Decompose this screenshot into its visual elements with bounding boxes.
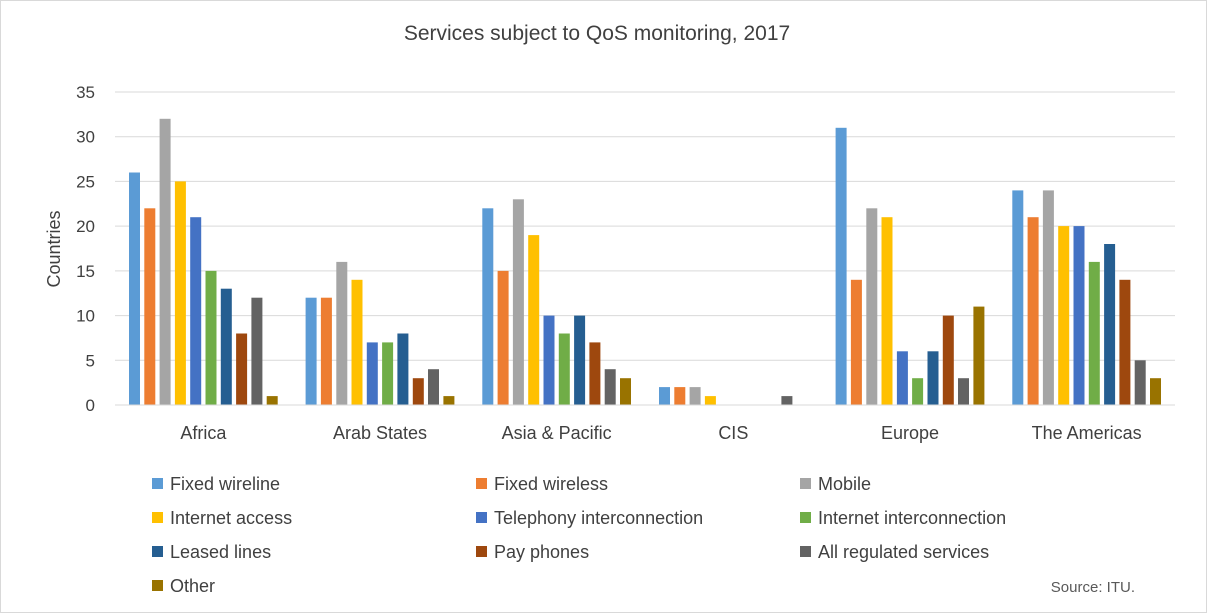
- bar: [428, 369, 439, 405]
- bar: [927, 351, 939, 405]
- bar: [1088, 261, 1100, 405]
- y-tick-label: 0: [86, 396, 95, 415]
- bar: [912, 378, 924, 405]
- y-tick-label: 5: [86, 351, 95, 370]
- legend-swatch: [152, 512, 163, 523]
- bar: [589, 342, 601, 405]
- legend-label: Internet access: [170, 508, 292, 528]
- y-axis-label: Countries: [44, 210, 64, 287]
- legend-swatch: [152, 546, 163, 557]
- bar: [543, 315, 555, 405]
- y-axis-ticks: 0 5 10 15 20 25 30 35: [76, 83, 95, 415]
- bar: [528, 235, 540, 405]
- x-category-label: The Americas: [1032, 423, 1142, 443]
- bar: [1073, 226, 1085, 405]
- bar: [1104, 244, 1116, 405]
- legend-swatch: [476, 478, 487, 489]
- bar: [604, 369, 616, 405]
- legend-label: Fixed wireline: [170, 474, 280, 494]
- bar: [397, 333, 409, 405]
- bar: [190, 217, 202, 405]
- bar: [574, 315, 586, 405]
- legend-label: Leased lines: [170, 542, 271, 562]
- legend-swatch: [800, 546, 811, 557]
- bar: [689, 387, 701, 405]
- chart-title: Services subject to QoS monitoring, 2017: [404, 22, 790, 45]
- bar: [850, 279, 862, 405]
- bar: [305, 297, 317, 405]
- bar: [1058, 226, 1070, 405]
- bar: [443, 396, 455, 405]
- x-category-label: Asia & Pacific: [502, 423, 612, 443]
- legend-label: Internet interconnection: [818, 508, 1006, 528]
- legend-swatch: [476, 512, 487, 523]
- bar: [659, 387, 670, 405]
- bar: [336, 261, 348, 405]
- x-category-label: Europe: [881, 423, 939, 443]
- bar: [512, 199, 524, 405]
- legend-label: All regulated services: [818, 542, 989, 562]
- bar: [558, 333, 570, 405]
- legend-swatch: [152, 478, 163, 489]
- bar: [144, 208, 156, 405]
- bar: [704, 396, 716, 405]
- bar: [482, 208, 494, 405]
- legend-label: Mobile: [818, 474, 871, 494]
- y-tick-label: 35: [76, 83, 95, 102]
- source-note: Source: ITU.: [1051, 579, 1135, 596]
- bar: [781, 396, 793, 405]
- x-category-label: CIS: [718, 423, 748, 443]
- bar: [835, 127, 847, 406]
- bar: [382, 342, 394, 405]
- bars: [129, 118, 1161, 406]
- bar: [942, 315, 954, 405]
- bar: [251, 297, 263, 405]
- bar: [220, 288, 232, 405]
- legend-swatch: [476, 546, 487, 557]
- x-axis-categories: Africa Arab States Asia & Pacific CIS Europe…: [180, 423, 1141, 443]
- legend-swatch: [800, 478, 811, 489]
- bar: [497, 270, 509, 405]
- bar: [351, 279, 363, 405]
- y-tick-label: 10: [76, 307, 95, 326]
- x-category-label: Arab States: [333, 423, 427, 443]
- y-tick-label: 15: [76, 262, 95, 281]
- y-tick-label: 25: [76, 172, 95, 191]
- bar: [958, 378, 969, 405]
- bar: [1134, 360, 1146, 405]
- bar: [620, 378, 631, 405]
- bar: [973, 306, 985, 405]
- bar: [866, 208, 878, 405]
- y-tick-label: 30: [76, 128, 95, 147]
- bar: [174, 181, 186, 405]
- bar: [1042, 190, 1054, 405]
- legend-label: Pay phones: [494, 542, 589, 562]
- bar: [1150, 378, 1161, 405]
- bar: [1027, 217, 1039, 405]
- gridlines: [115, 91, 1175, 361]
- bar: [1119, 279, 1131, 405]
- bar: [266, 396, 278, 405]
- legend-label: Other: [170, 576, 215, 596]
- y-tick-label: 20: [76, 217, 95, 236]
- bar: [159, 118, 171, 406]
- bar: [674, 387, 686, 405]
- bar: [205, 270, 217, 405]
- bar: [412, 378, 424, 405]
- legend-label: Fixed wireless: [494, 474, 608, 494]
- bar: [236, 333, 248, 405]
- bar: [896, 351, 908, 405]
- legend-swatch: [800, 512, 811, 523]
- bar: [129, 172, 140, 405]
- x-category-label: Africa: [180, 423, 227, 443]
- bar: [366, 342, 378, 405]
- legend-swatch: [152, 580, 163, 591]
- legend: Fixed wireline Fixed wireless Mobile Intern…: [152, 474, 1006, 596]
- bar: [881, 217, 893, 405]
- legend-label: Telephony interconnection: [494, 508, 703, 528]
- bar: [1012, 190, 1024, 405]
- bar: [320, 297, 332, 405]
